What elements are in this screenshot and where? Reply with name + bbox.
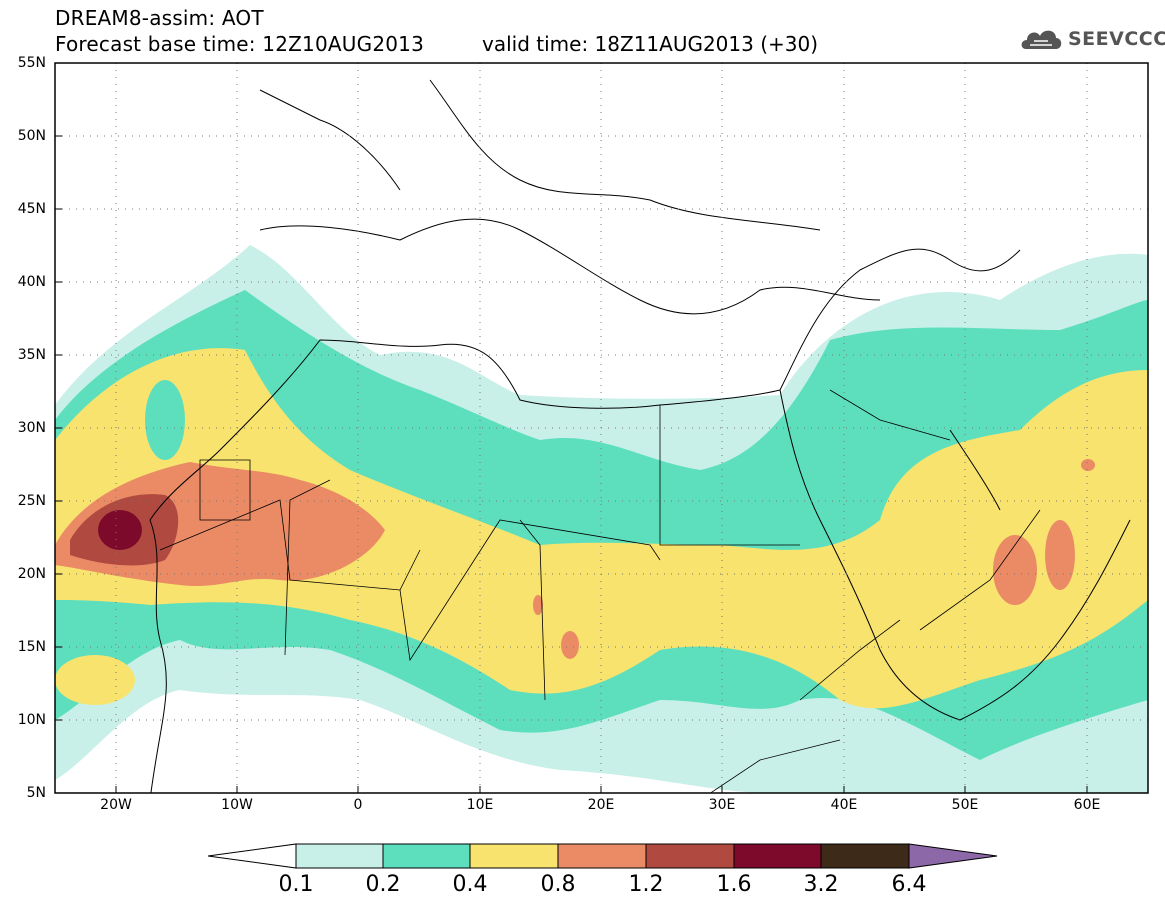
aot-contour-0.4 xyxy=(55,348,1148,709)
colorbar-label: 0.8 xyxy=(540,872,576,897)
colorbar-arrow-left xyxy=(207,843,297,869)
aot-contour-0.8-oman xyxy=(1045,520,1075,590)
colorbar-label: 0.2 xyxy=(365,872,401,897)
colorbar-label: 1.6 xyxy=(716,872,752,897)
lat-label: 50N xyxy=(17,128,46,144)
lat-label: 55N xyxy=(17,55,46,71)
tick-marks xyxy=(55,62,1088,794)
logo-text: SEEVCCC xyxy=(1068,28,1165,50)
aot-contour-0.4-blob xyxy=(55,655,135,705)
forecast-base-time: Forecast base time: 12Z10AUG2013 xyxy=(55,32,425,56)
lon-label: 60E xyxy=(1073,797,1101,813)
aot-contour-0.8-libya xyxy=(533,595,543,615)
colorbar-swatch-1.6-3.2 xyxy=(733,843,822,869)
gridlines xyxy=(55,63,1148,793)
colorbar-swatch-0.1-0.2 xyxy=(295,843,384,869)
lat-label: 35N xyxy=(17,347,46,363)
lat-label: 30N xyxy=(17,420,46,436)
coastlines xyxy=(149,79,1131,793)
colorbar-swatch-0.4-0.8 xyxy=(469,843,559,869)
lat-label: 45N xyxy=(17,201,46,217)
colorbar-label: 0.4 xyxy=(452,872,488,897)
lat-label: 20N xyxy=(17,566,46,582)
aot-contour-0.8-arabia xyxy=(993,535,1037,605)
colorbar-swatch-0.2-0.4 xyxy=(382,843,471,869)
colorbar-label: 3.2 xyxy=(803,872,839,897)
lat-label: 15N xyxy=(17,639,46,655)
aot-contour-0.2-hole xyxy=(145,380,185,460)
lat-label: 40N xyxy=(17,274,46,290)
colorbar-label: 6.4 xyxy=(891,872,927,897)
borders xyxy=(159,389,1041,793)
colorbar-arrow-right xyxy=(908,843,998,869)
lon-label: 20W xyxy=(100,797,132,813)
lon-label: 20E xyxy=(587,797,615,813)
lon-label: 10W xyxy=(221,797,253,813)
colorbar-swatch-0.8-1.2 xyxy=(557,843,647,869)
seevccc-logo: SEEVCCC xyxy=(1018,24,1165,54)
cloud-icon xyxy=(1021,30,1062,49)
lon-label: 10E xyxy=(466,797,494,813)
lat-label: 25N xyxy=(17,493,46,509)
colorbar-swatch-1.2-1.6 xyxy=(645,843,735,869)
lon-label: 40E xyxy=(830,797,858,813)
lon-label: 50E xyxy=(951,797,979,813)
map-title: DREAM8-assim: AOT xyxy=(55,6,264,30)
colorbar-label: 1.2 xyxy=(628,872,664,897)
aot-contour-0.8-chad xyxy=(561,631,579,659)
colorbar-swatch-3.2-6.4 xyxy=(820,843,910,869)
colorbar-label: 0.1 xyxy=(278,872,314,897)
valid-time: valid time: 18Z11AUG2013 (+30) xyxy=(482,32,819,56)
lon-label: 30E xyxy=(708,797,736,813)
lon-label: 0 xyxy=(353,797,363,813)
lat-label: 5N xyxy=(26,785,46,801)
lat-label: 10N xyxy=(17,712,46,728)
aot-contour-0.8-gulf xyxy=(1081,459,1095,471)
aot-contour-1.6 xyxy=(98,510,142,550)
